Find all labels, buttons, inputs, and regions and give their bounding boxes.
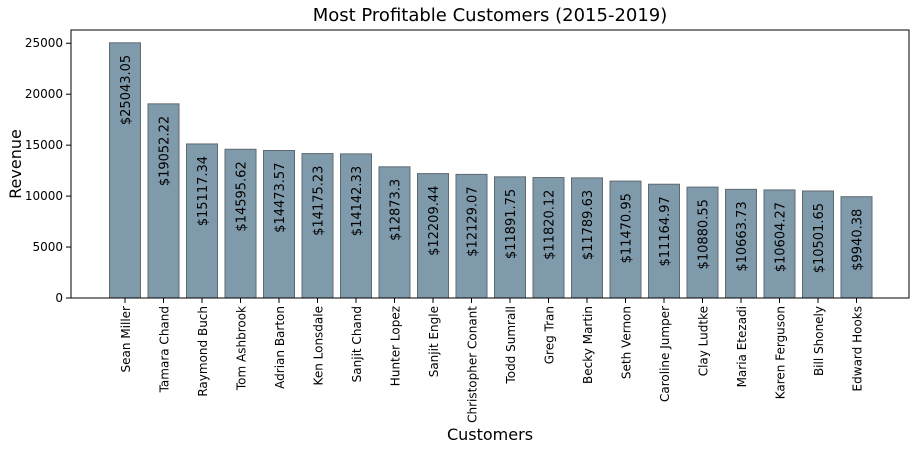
bar-value-label: $11470.95	[620, 193, 635, 263]
x-tick-label: Bill Shonely	[812, 306, 826, 376]
bar	[648, 183, 680, 299]
x-tick-label: Christopher Conant	[466, 306, 480, 423]
bar-value-label: $14175.23	[312, 166, 327, 236]
y-tick-label: 25000	[25, 36, 63, 50]
x-tick-label: Maria Etezadi	[735, 306, 749, 387]
x-tick-label: Todd Sumrall	[504, 306, 518, 385]
bar	[494, 176, 526, 299]
x-tick-label: Sanjit Chand	[350, 306, 364, 382]
bar	[840, 196, 873, 299]
bar	[609, 180, 642, 299]
bar-value-label: $12873.3	[389, 179, 404, 241]
y-axis: 0 5000 10000 15000 20000 25000	[25, 36, 71, 305]
bar-value-label: $14142.33	[350, 166, 365, 236]
x-tick-label: Karen Ferguson	[774, 306, 788, 399]
bar	[686, 186, 719, 299]
x-tick-label: Sanjit Engle	[427, 306, 441, 377]
bars: $25043.05 $19052.22 $15117.34 $14595.62 $144…	[109, 42, 873, 299]
x-tick-label: Tamara Chand	[158, 306, 172, 393]
x-tick-label: Sean Miller	[119, 306, 133, 373]
bar	[263, 150, 295, 299]
bar-value-label: $14473.57	[273, 163, 288, 233]
bar	[763, 189, 796, 299]
bar-value-label: $9940.38	[851, 209, 866, 271]
bar	[147, 103, 180, 299]
bar-value-label: $11164.97	[658, 196, 673, 266]
bar	[532, 177, 565, 299]
bar-value-label: $15117.34	[196, 156, 211, 226]
bar-value-label: $10501.65	[812, 203, 827, 273]
bar-value-label: $19052.22	[158, 116, 173, 186]
bar	[571, 177, 603, 299]
x-axis-label: Customers	[447, 425, 533, 444]
x-tick-label: Greg Tran	[543, 306, 557, 364]
x-axis: Sean Miller Tamara Chand Raymond Buch Tom A…	[119, 298, 865, 423]
bar	[224, 148, 257, 299]
bar-value-label: $10604.27	[774, 202, 789, 272]
plot-frame	[70, 29, 910, 299]
y-axis-label: Revenue	[6, 129, 25, 199]
y-tick-label: 0	[55, 291, 63, 305]
x-tick-label: Edward Hooks	[851, 306, 865, 391]
bar-value-label: $12129.07	[466, 186, 481, 256]
y-tick-label: 10000	[25, 189, 63, 203]
x-tick-label: Ken Lonsdale	[312, 306, 326, 385]
bar-value-label: $11891.75	[504, 189, 519, 259]
chart-title: Most Profitable Customers (2015-2019)	[313, 5, 668, 26]
bar-value-label: $25043.05	[119, 55, 134, 125]
x-tick-label: Seth Vernon	[620, 306, 634, 379]
x-tick-label: Tom Ashbrook	[235, 306, 249, 391]
y-tick-label: 15000	[25, 138, 63, 152]
x-tick-label: Caroline Jumper	[658, 306, 672, 402]
bar	[455, 173, 488, 299]
bar	[378, 166, 411, 299]
bar-value-label: $11820.12	[543, 190, 558, 260]
bar	[186, 143, 218, 299]
x-tick-label: Hunter Lopez	[389, 306, 403, 386]
x-tick-label: Clay Ludtke	[697, 306, 711, 376]
x-tick-label: Adrian Barton	[273, 306, 287, 389]
y-tick-label: 5000	[32, 240, 63, 254]
bar-value-label: $10663.73	[735, 201, 750, 271]
bar-value-label: $11789.63	[581, 190, 596, 260]
bar	[802, 190, 834, 299]
x-tick-label: Becky Martin	[581, 306, 595, 384]
bar	[340, 153, 372, 299]
bar-value-label: $10880.55	[697, 199, 712, 269]
bar	[301, 153, 334, 299]
y-tick-label: 20000	[25, 87, 63, 101]
bar-value-label: $12209.44	[427, 186, 442, 256]
x-tick-label: Raymond Buch	[196, 306, 210, 397]
bar-value-label: $14595.62	[235, 161, 250, 231]
bar	[725, 188, 757, 299]
